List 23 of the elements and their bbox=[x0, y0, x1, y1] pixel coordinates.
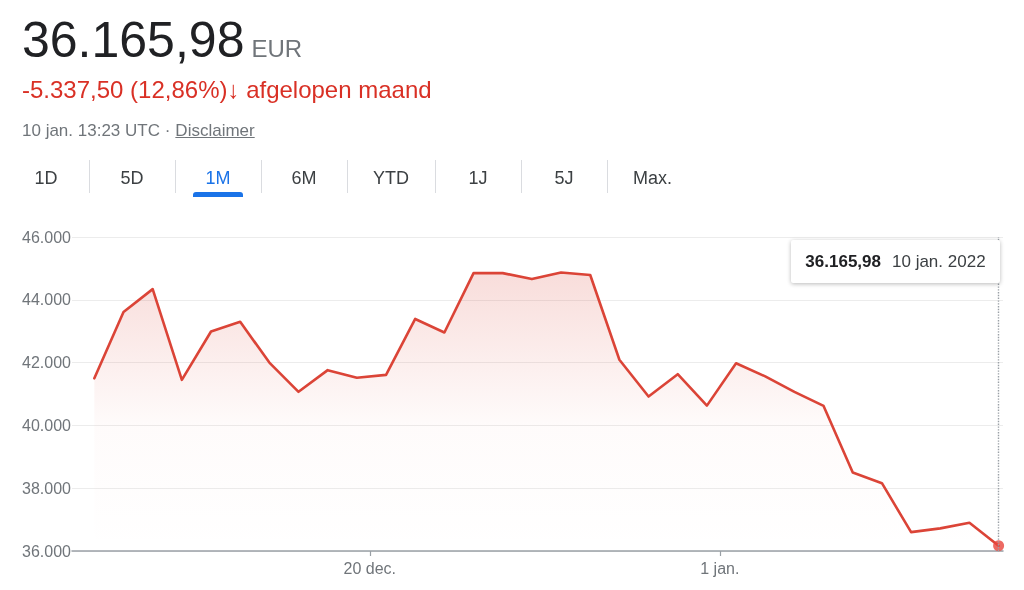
text: 1J bbox=[468, 168, 488, 188]
text: 5D bbox=[120, 168, 144, 188]
x-tick-label: 20 dec. bbox=[343, 559, 397, 577]
tooltip-box: 36.165,98 10 jan. 2022 bbox=[791, 240, 1000, 283]
text: EUR bbox=[251, 35, 303, 62]
text: YTD bbox=[373, 168, 409, 188]
y-tick-label: 36.000 bbox=[22, 542, 72, 560]
text: 10 jan. 13:23 UTC · bbox=[22, 121, 171, 140]
y-tick-label: 44.000 bbox=[22, 291, 72, 309]
annotation: 10 jan. 2022 bbox=[892, 251, 986, 272]
y-tick-label: 42.000 bbox=[22, 354, 72, 372]
text: 1D bbox=[34, 168, 58, 188]
y-tick-label: 40.000 bbox=[22, 416, 72, 434]
x-tick-label: 1 jan. bbox=[700, 559, 740, 577]
text: Max. bbox=[633, 168, 673, 188]
text: 1M bbox=[205, 168, 231, 188]
text: Disclaimer bbox=[175, 121, 255, 140]
chart-subtitle: -5.337,50 (12,86%)↓ afgelopen maand bbox=[22, 76, 432, 103]
y-tick-label: 38.000 bbox=[22, 479, 72, 497]
text: 36.165,98 bbox=[22, 12, 245, 68]
text: 6M bbox=[291, 168, 317, 188]
text: 5J bbox=[554, 168, 574, 188]
y-tick-label: 46.000 bbox=[22, 228, 72, 246]
